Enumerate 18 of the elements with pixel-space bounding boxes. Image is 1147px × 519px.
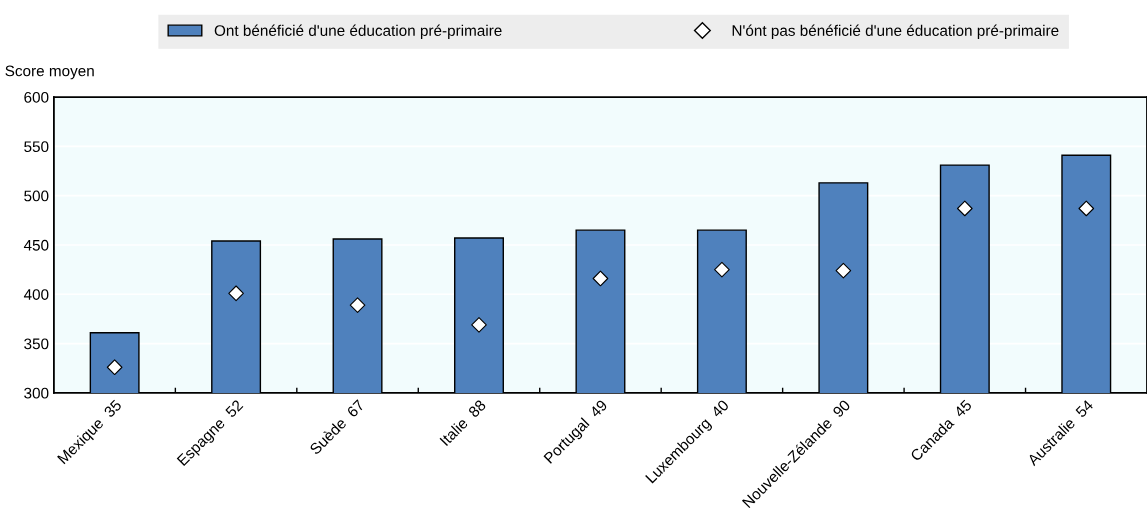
point xyxy=(956,200,973,217)
y-tick-label: 350 xyxy=(24,338,49,350)
y-axis-title: Score moyen xyxy=(5,65,94,80)
point xyxy=(349,297,366,313)
y-tick-label: 450 xyxy=(23,239,49,251)
point xyxy=(714,261,730,278)
point xyxy=(228,285,244,302)
y-tick-label: 550 xyxy=(24,141,49,153)
legend-label: N'ónt pas bénéficié d'une éducation pré-primaire xyxy=(732,24,1059,40)
point xyxy=(471,317,487,333)
y-tick-label: 300 xyxy=(24,387,49,399)
y-tick-label: 500 xyxy=(24,190,49,202)
point xyxy=(1078,200,1095,217)
point xyxy=(592,270,609,287)
point xyxy=(835,262,852,279)
legend-label: Ont bénéficié d'une éducation pré-primaire xyxy=(214,24,502,40)
y-tick-label: 400 xyxy=(23,289,49,300)
y-tick-label: 600 xyxy=(24,91,49,103)
